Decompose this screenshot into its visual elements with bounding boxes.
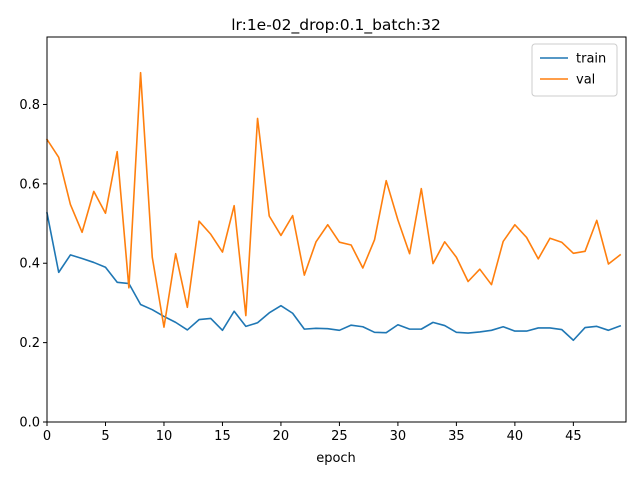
x-tick-label: 15 bbox=[214, 429, 231, 444]
y-tick-label: 0.2 bbox=[19, 336, 40, 351]
series-line-train bbox=[46, 211, 622, 342]
y-tick-label: 0.8 bbox=[19, 98, 40, 113]
x-tick-label: 40 bbox=[507, 429, 524, 444]
series-line-val bbox=[45, 71, 622, 328]
chart-title: lr:1e-02_drop:0.1_batch:32 bbox=[231, 16, 441, 35]
x-axis-label: epoch bbox=[316, 451, 356, 466]
legend-box bbox=[531, 43, 618, 97]
x-axis-ticks: 0 5 10 15 20 25 30 35 40 45 bbox=[43, 422, 582, 444]
y-tick-label: 0.6 bbox=[19, 177, 40, 192]
legend-label-val: val bbox=[576, 73, 595, 88]
series-layer bbox=[45, 71, 622, 342]
axes-frame bbox=[46, 36, 627, 423]
x-tick-label: 25 bbox=[331, 429, 348, 444]
y-axis-ticks: 0.0 0.2 0.4 0.6 0.8 bbox=[19, 98, 47, 431]
legend-label-train: train bbox=[576, 52, 606, 67]
x-tick-label: 20 bbox=[273, 429, 290, 444]
x-tick-label: 0 bbox=[43, 429, 51, 444]
legend: train val bbox=[531, 43, 618, 97]
x-tick-label: 45 bbox=[565, 429, 582, 444]
x-tick-label: 5 bbox=[101, 429, 109, 444]
y-tick-label: 0.4 bbox=[19, 257, 40, 272]
x-tick-label: 35 bbox=[448, 429, 465, 444]
x-tick-label: 10 bbox=[156, 429, 173, 444]
y-tick-label: 0.0 bbox=[19, 416, 40, 431]
x-tick-label: 30 bbox=[390, 429, 407, 444]
